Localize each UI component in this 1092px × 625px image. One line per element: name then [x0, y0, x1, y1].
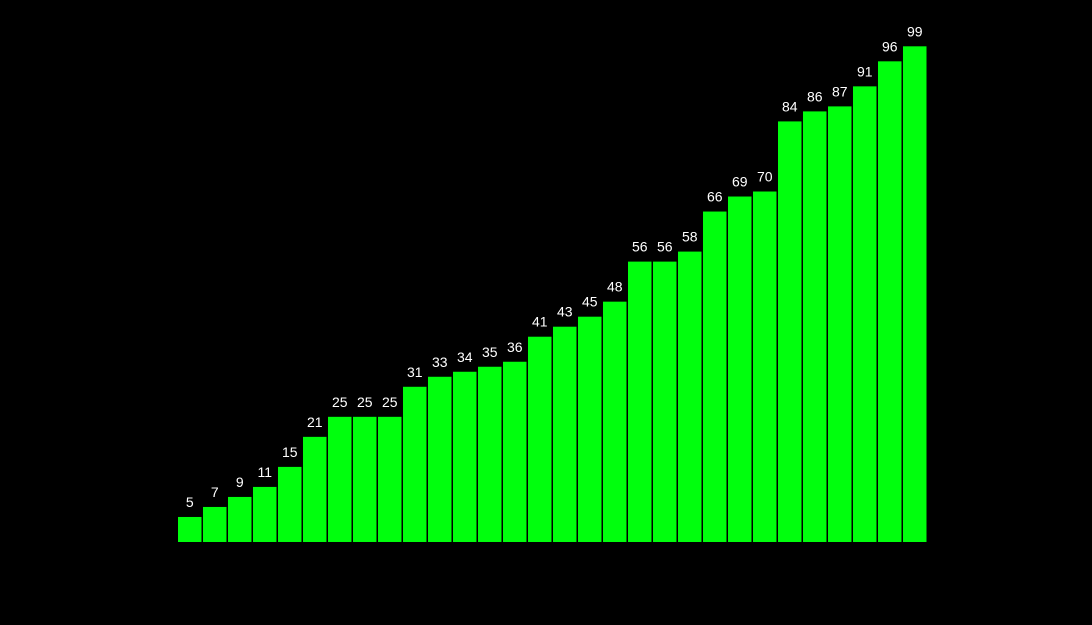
bar [553, 326, 577, 542]
bar-value-label: 9 [236, 474, 244, 490]
bar [328, 416, 352, 542]
bar-value-label: 84 [782, 98, 798, 114]
bar [253, 486, 277, 542]
bar-value-label: 69 [732, 174, 748, 190]
bar [453, 371, 477, 542]
bar [503, 361, 527, 542]
bar-value-label: 25 [382, 394, 398, 410]
bar [903, 46, 927, 543]
bar-value-label: 34 [457, 349, 473, 365]
bar [403, 386, 427, 542]
bar-value-label: 31 [407, 364, 423, 380]
bar-value-label: 5 [186, 494, 194, 510]
bar [828, 106, 852, 542]
bar-value-label: 25 [357, 394, 373, 410]
bar [678, 251, 702, 542]
bar-series [178, 46, 927, 543]
bar-value-label: 21 [307, 414, 323, 430]
bar [353, 416, 377, 542]
bar-value-label: 87 [832, 83, 848, 99]
bar [628, 261, 652, 542]
bar [878, 61, 902, 542]
bar [653, 261, 677, 542]
bar-value-label: 48 [607, 279, 623, 295]
bar-value-label: 56 [632, 239, 648, 255]
bar-value-label: 99 [907, 23, 923, 39]
bar-value-label: 7 [211, 484, 219, 500]
bar [528, 336, 552, 542]
bar-value-label: 41 [532, 314, 548, 330]
bar-value-label: 91 [857, 63, 873, 79]
bar-value-label: 15 [282, 444, 298, 460]
bar [703, 211, 727, 543]
bar-value-label: 36 [507, 339, 523, 355]
bar [278, 466, 302, 542]
bar-value-label: 70 [757, 169, 773, 185]
data-labels: 5 7 9 11 15 21 25 25 25 31 33 34 35 36 41 43 45 48 56 56 58 6… [186, 23, 923, 510]
bar-value-label: 86 [807, 88, 823, 104]
bar [203, 506, 227, 542]
bar-value-label: 56 [657, 239, 673, 255]
bar-value-label: 35 [482, 344, 498, 360]
bar-value-label: 96 [882, 38, 898, 54]
bar [228, 496, 252, 542]
bar [728, 196, 752, 542]
bar [778, 121, 802, 542]
bar [603, 301, 627, 542]
bar-value-label: 25 [332, 394, 348, 410]
bar [478, 366, 502, 542]
bar-value-label: 11 [257, 464, 272, 480]
bar [853, 86, 877, 543]
bar [378, 416, 402, 542]
bar-value-label: 66 [707, 189, 723, 205]
bar-value-label: 43 [557, 304, 573, 320]
bar-value-label: 58 [682, 229, 698, 245]
bar [178, 516, 202, 542]
bar [303, 436, 327, 542]
bar [803, 111, 827, 543]
bar [753, 191, 777, 542]
bar [428, 376, 452, 542]
bar-value-label: 33 [432, 354, 448, 370]
bar [578, 316, 602, 542]
bar-value-label: 45 [582, 294, 598, 310]
